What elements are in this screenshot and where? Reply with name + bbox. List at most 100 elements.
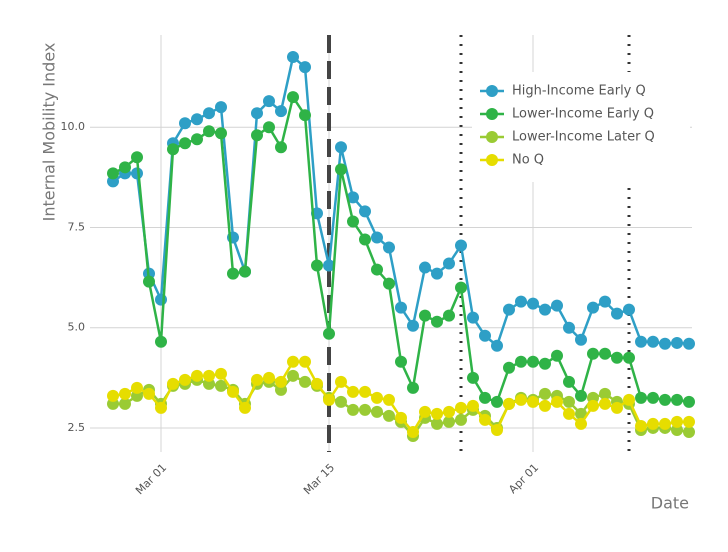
point (599, 295, 611, 308)
point (179, 117, 191, 130)
point (203, 107, 215, 120)
point (407, 319, 419, 332)
point (179, 137, 191, 150)
point (179, 373, 191, 386)
point (539, 303, 551, 316)
legend-marker (486, 108, 498, 120)
point (251, 107, 263, 120)
point (503, 397, 515, 410)
point (107, 167, 119, 180)
point (275, 141, 287, 154)
point (599, 347, 611, 360)
point (443, 415, 455, 428)
point (383, 241, 395, 254)
point (647, 417, 659, 430)
point (335, 141, 347, 154)
point (335, 395, 347, 408)
point (479, 413, 491, 426)
point (383, 409, 395, 422)
legend-marker (486, 154, 498, 166)
point (611, 351, 623, 364)
point (227, 385, 239, 398)
point (515, 295, 527, 308)
point (203, 125, 215, 138)
point (659, 393, 671, 406)
point (575, 333, 587, 346)
point (395, 355, 407, 368)
point (575, 407, 587, 420)
point (143, 387, 155, 400)
point (407, 425, 419, 438)
point (395, 411, 407, 424)
x-tick-label: Mar 01 (133, 461, 169, 497)
point (551, 299, 563, 312)
x-axis-title: Date (651, 494, 689, 513)
point (395, 301, 407, 314)
point (131, 151, 143, 164)
point (443, 405, 455, 418)
point (311, 259, 323, 272)
point (275, 105, 287, 118)
point (611, 401, 623, 414)
point (347, 385, 359, 398)
y-tick-label: 2.5 (68, 421, 86, 434)
point (503, 303, 515, 316)
point (443, 309, 455, 322)
point (551, 395, 563, 408)
point (539, 399, 551, 412)
point (359, 403, 371, 416)
point (671, 393, 683, 406)
point (191, 113, 203, 126)
point (335, 163, 347, 176)
point (311, 377, 323, 390)
point (599, 387, 611, 400)
point (551, 349, 563, 362)
point (527, 395, 539, 408)
point (371, 391, 383, 404)
point (371, 231, 383, 244)
point (683, 415, 695, 428)
point (371, 263, 383, 276)
point (215, 127, 227, 140)
point (623, 393, 635, 406)
point (479, 391, 491, 404)
point (467, 311, 479, 324)
point (383, 277, 395, 290)
point (587, 399, 599, 412)
point (155, 293, 167, 306)
point (275, 375, 287, 388)
point (251, 373, 263, 386)
point (227, 267, 239, 280)
x-tick-label: Mar 15 (301, 461, 337, 497)
point (191, 369, 203, 382)
point (143, 275, 155, 288)
point (527, 355, 539, 368)
point (371, 405, 383, 418)
point (347, 403, 359, 416)
legend: High-Income Early Q Lower-Income Early Q L… (472, 72, 690, 182)
point (539, 387, 551, 400)
point (287, 355, 299, 368)
point (431, 417, 443, 430)
y-axis-title: Internal Mobility Index (40, 43, 59, 222)
legend-label: No Q (512, 153, 544, 168)
legend-box (472, 72, 690, 182)
point (335, 375, 347, 388)
point (623, 351, 635, 364)
point (287, 51, 299, 64)
y-tick-label: 7.5 (68, 220, 86, 233)
point (155, 335, 167, 348)
point (359, 205, 371, 218)
point (323, 327, 335, 340)
point (239, 401, 251, 414)
point (383, 393, 395, 406)
point (431, 407, 443, 420)
point (323, 393, 335, 406)
legend-marker (486, 131, 498, 143)
point (527, 297, 539, 310)
point (251, 129, 263, 142)
point (659, 417, 671, 430)
point (299, 61, 311, 74)
point (563, 321, 575, 334)
point (659, 337, 671, 350)
